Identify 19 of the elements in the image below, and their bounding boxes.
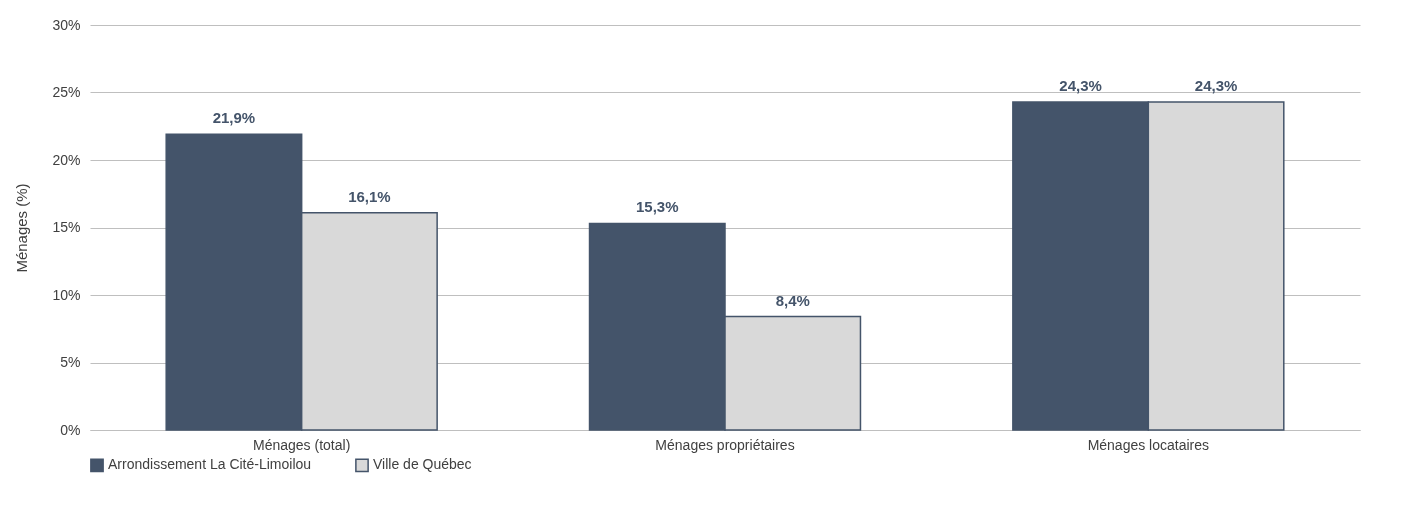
legend-label: Ville de Québec [373,456,472,473]
legend-label: Arrondissement La Cité-Limoilou [108,456,312,473]
x-tick-label: Ménages propriétaires [655,436,795,453]
data-label: 21,9% [212,109,256,127]
data-label: 16,1% [348,187,391,205]
data-label: 15,3% [635,198,679,216]
x-tick-label: Ménages (total) [253,436,351,453]
x-tick-label: Ménages locataires [1087,436,1210,453]
data-label: 24,3% [1194,76,1238,94]
y-tick-label: 25% [52,84,81,100]
y-tick-label: 0% [60,421,81,438]
y-tick-label: 10% [52,286,81,303]
y-tick-label: 15% [52,219,81,235]
data-label: 24,3% [1059,76,1102,94]
y-tick-label: 30% [52,16,81,33]
data-label: 8,4% [775,291,810,309]
y-axis-title: Ménages (%) [13,183,31,273]
y-tick-label: 5% [60,354,81,370]
y-tick-label: 20% [52,151,81,168]
